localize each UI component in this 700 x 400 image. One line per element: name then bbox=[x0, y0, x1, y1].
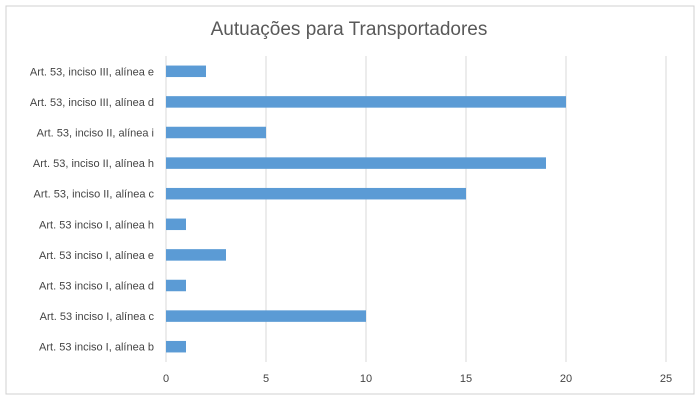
bar bbox=[166, 340, 186, 353]
bar bbox=[166, 218, 186, 231]
bars bbox=[166, 65, 566, 353]
chart-border bbox=[5, 5, 695, 395]
bar bbox=[166, 157, 546, 169]
bar bbox=[166, 310, 366, 322]
category-labels: Art. 53, inciso III, alínea e Art. 53, in… bbox=[30, 66, 155, 353]
category-label: Art. 53 inciso I, alínea c bbox=[40, 311, 155, 323]
category-label: Art. 53 inciso I, alínea h bbox=[39, 219, 154, 231]
x-tick-label: 25 bbox=[660, 373, 672, 385]
x-tick-label: 0 bbox=[163, 373, 169, 385]
bar bbox=[166, 65, 206, 78]
x-tick-label: 20 bbox=[560, 373, 572, 385]
bar bbox=[166, 126, 266, 139]
bar bbox=[166, 187, 466, 200]
category-label: Art. 53, inciso II, alínea h bbox=[33, 158, 154, 170]
category-label: Art. 53, inciso II, alínea i bbox=[37, 128, 154, 140]
bar bbox=[166, 279, 186, 292]
chart-title: Autuações para Transportadores bbox=[211, 19, 488, 40]
x-tick-label: 10 bbox=[360, 373, 372, 385]
category-label: Art. 53 inciso I, alínea e bbox=[39, 250, 154, 262]
bar bbox=[166, 249, 226, 261]
category-label: Art. 53 inciso I, alínea d bbox=[39, 281, 154, 293]
category-label: Art. 53, inciso II, alínea c bbox=[34, 189, 155, 201]
x-axis-tick-labels: 0 5 10 15 20 25 bbox=[163, 373, 672, 385]
category-label: Art. 53 inciso I, alínea b bbox=[39, 342, 154, 354]
bar bbox=[166, 96, 566, 108]
x-tick-label: 5 bbox=[263, 373, 269, 385]
x-tick-label: 15 bbox=[460, 373, 472, 385]
category-label: Art. 53, inciso III, alínea e bbox=[30, 66, 154, 78]
category-label: Art. 53, inciso III, alínea d bbox=[30, 97, 154, 109]
